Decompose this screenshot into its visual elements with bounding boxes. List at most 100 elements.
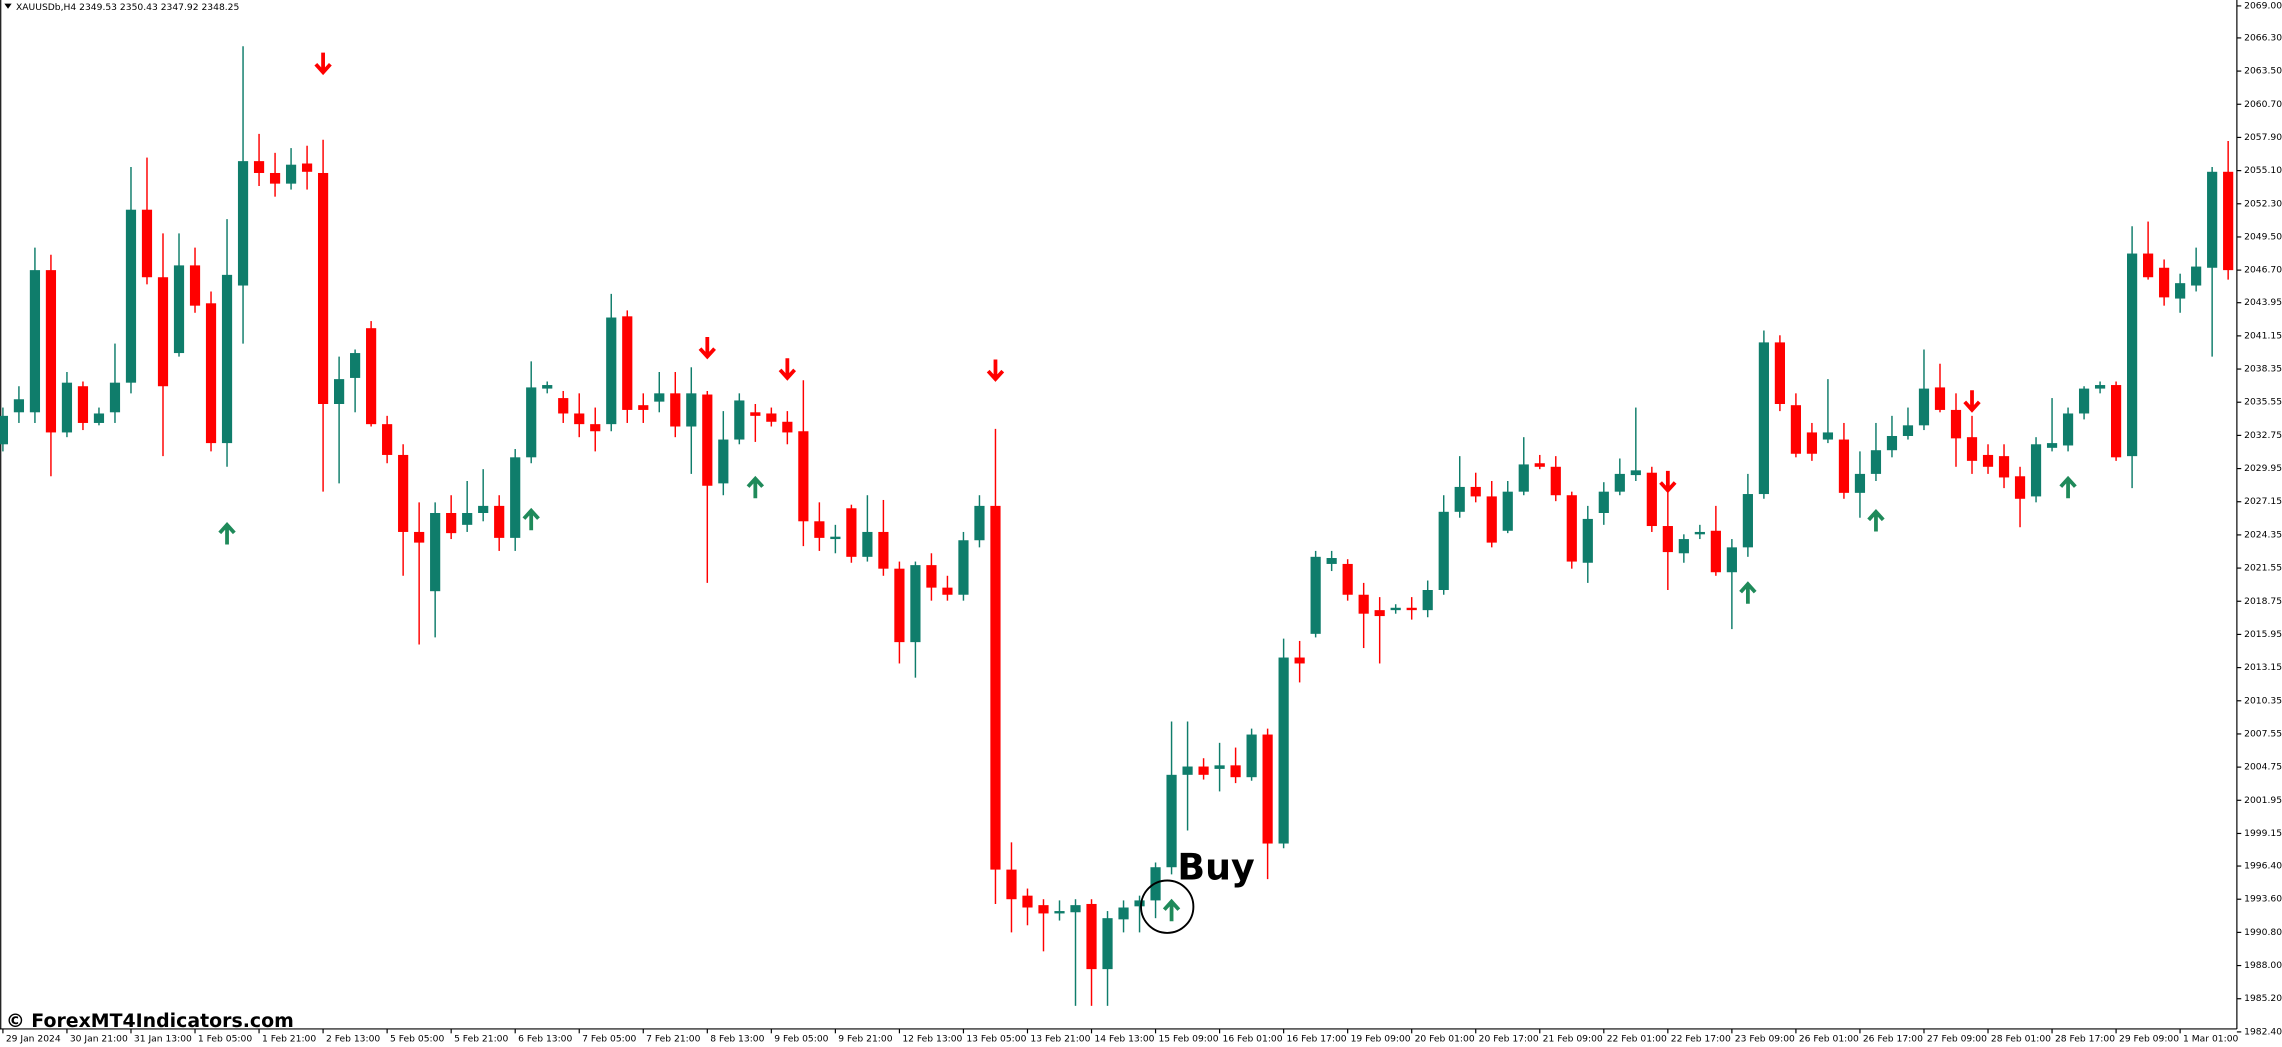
candle-body [1854,473,1866,493]
candle-body [366,328,377,425]
buy-arrow [1162,898,1181,922]
menu-triangle[interactable] [4,3,12,9]
x-tick-label: 2 Feb 13:00 [326,1034,380,1045]
candle-body [462,512,473,525]
y-tick-label: 2007.55 [2244,728,2282,739]
buy-arrow [218,522,236,545]
plot-area [0,46,2234,1006]
buy-arrow [746,475,765,499]
x-tick-label: 22 Feb 17:00 [1671,1034,1731,1045]
candle-body [1438,511,1449,591]
y-tick-label: 2046.70 [2244,265,2282,276]
candle-body [205,303,217,444]
y-tick-label: 2010.35 [2244,695,2282,706]
x-tick-label: 28 Feb 01:00 [1991,1034,2051,1045]
candle-body [1758,342,1769,495]
x-tick-label: 28 Feb 17:00 [2055,1034,2115,1045]
candle-body [45,270,57,433]
candle-body [2014,476,2026,499]
x-tick-label: 23 Feb 09:00 [1735,1034,1795,1045]
candle-body [478,505,489,513]
candle-body [29,270,41,413]
sell-arrow [1659,470,1677,494]
candle-body [590,424,601,432]
candle-body [894,568,905,643]
candle-body [766,413,777,422]
candle-body [1662,526,1673,553]
candle-body [2062,413,2074,446]
candle-body [1838,439,1850,493]
x-tick-label: 7 Feb 21:00 [646,1034,700,1045]
candle-body [622,316,633,410]
candle-body [1198,766,1209,775]
candle-body [750,412,761,416]
candle-body [2127,253,2138,457]
candle-body [1214,765,1225,769]
sell-arrow [778,358,797,381]
y-tick-label: 2001.95 [2244,795,2282,806]
candle-body [1934,387,1946,410]
x-tick-label: 20 Feb 17:00 [1479,1034,1539,1045]
x-tick-label: 5 Feb 05:00 [390,1034,444,1045]
candle-body [782,421,793,433]
candle-body [1406,607,1417,611]
chart-header: XAUUSDb,H4 2349.53 2350.43 2347.92 2348.… [16,2,240,13]
candle-body [317,172,329,405]
candle-body [1230,765,1241,778]
sell-arrow [698,336,716,360]
x-tick-label: 26 Feb 17:00 [1863,1034,1923,1045]
y-tick-label: 2066.30 [2244,32,2282,43]
candle-body [1918,388,1930,426]
candle-body [446,512,457,534]
x-tick-label: 12 Feb 13:00 [902,1034,962,1045]
candle-body [2078,388,2090,414]
candle-body [2143,253,2154,278]
candle-body [1646,472,1657,527]
candle-body [1118,907,1129,920]
candle-body [1550,466,1561,496]
y-tick-label: 1982.40 [2244,1026,2282,1037]
candle-body [1262,734,1273,844]
candle-body [510,457,521,538]
x-tick-label: 16 Feb 17:00 [1287,1034,1347,1045]
y-tick-label: 2057.90 [2244,132,2282,143]
candle-body [1502,491,1513,531]
candle-body [1294,657,1305,664]
candle-body [958,540,969,595]
candle-body [1790,405,1802,454]
candle-body [1886,435,1898,451]
sell-arrow [986,359,1005,382]
y-tick-label: 2035.55 [2244,397,2282,408]
candle-body [398,454,409,532]
candle-body [1534,463,1545,467]
candle-body [830,536,841,540]
candle-body [542,385,553,389]
candle-body [1054,911,1065,914]
candle-body [1310,556,1321,634]
x-tick-label: 19 Feb 09:00 [1351,1034,1411,1045]
candle-body [734,400,745,440]
x-tick-label: 30 Jan 21:00 [70,1034,128,1045]
candle-body [1598,491,1609,513]
candle-body [1086,903,1097,970]
candle-body [93,413,105,423]
y-tick-label: 1999.15 [2244,828,2282,839]
y-tick-label: 2027.15 [2244,496,2282,507]
candle-body [1694,531,1705,535]
x-tick-label: 7 Feb 05:00 [582,1034,636,1045]
watermark: © ForexMT4Indicators.com [6,1010,294,1032]
candle-body [862,531,873,557]
candle-body [1166,774,1177,868]
y-tick-label: 2038.35 [2244,364,2282,375]
candle-body [526,387,537,458]
annotation: Buy [1177,845,1255,888]
candle-body [974,505,985,541]
candle-body [1470,486,1481,497]
x-tick-label: 5 Feb 21:00 [454,1034,508,1045]
candle-body [2046,443,2058,448]
candle-body [1710,530,1721,573]
candle-body [926,565,937,588]
